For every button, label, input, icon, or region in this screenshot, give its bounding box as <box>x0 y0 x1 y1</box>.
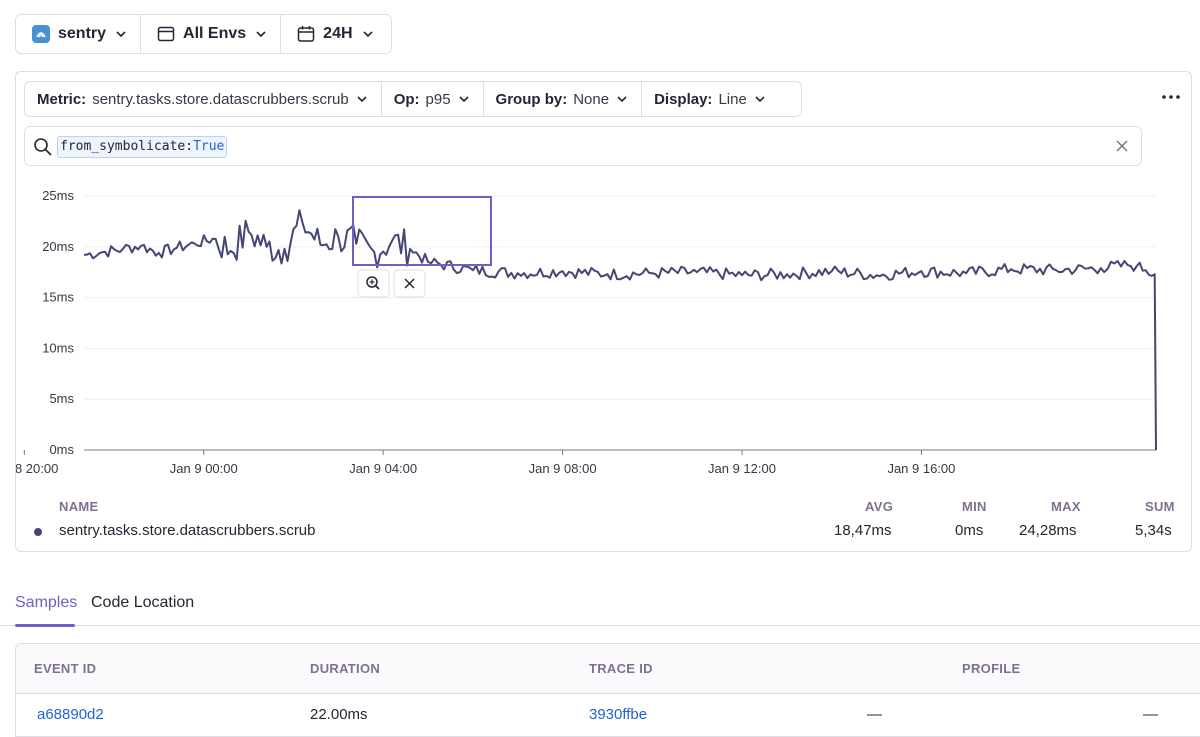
metric-widget-panel: Metric: sentry.tasks.store.datascrubbers… <box>15 71 1192 552</box>
column-header-trace-id[interactable]: TRACE ID <box>589 661 653 676</box>
calendar-icon <box>297 26 315 42</box>
environment-selector[interactable]: All Envs <box>140 15 280 53</box>
selection-box <box>352 196 492 266</box>
groupby-selector[interactable]: Group by: None <box>482 82 642 116</box>
legend-header-sum: SUM <box>1145 499 1175 514</box>
op-selector[interactable]: Op: p95 <box>380 82 483 116</box>
token-value: True <box>193 139 225 154</box>
period-label: 24H <box>323 25 353 42</box>
metric-value: sentry.tasks.store.datascrubbers.scrub <box>92 90 349 108</box>
chevron-down-icon <box>458 96 469 103</box>
x-tick-label: Jan 8 20:00 <box>16 461 58 476</box>
x-tick-label: Jan 9 12:00 <box>708 461 776 476</box>
profile-cell: — <box>867 706 882 723</box>
display-label: Display: <box>654 90 713 108</box>
column-header-event-id[interactable]: EVENT ID <box>34 661 97 676</box>
close-icon <box>404 278 415 289</box>
sentry-project-icon <box>32 25 50 43</box>
project-label: sentry <box>58 25 107 42</box>
legend-min-value: 0ms <box>955 522 984 539</box>
legend-header-avg: AVG <box>865 499 894 514</box>
op-label: Op: <box>393 90 420 108</box>
column-header-profile[interactable]: PROFILE <box>962 661 1021 676</box>
more-options-icon[interactable] <box>1159 85 1183 109</box>
series-color-dot <box>34 528 42 536</box>
chevron-down-icon <box>116 31 126 38</box>
groupby-value: None <box>573 90 610 108</box>
legend-header-name: NAME <box>59 499 99 514</box>
search-icon <box>34 138 52 156</box>
extra-cell: — <box>1143 706 1158 723</box>
display-selector[interactable]: Display: Line <box>641 82 779 116</box>
zoom-in-icon <box>366 276 378 288</box>
metric-query-bar: Metric: sentry.tasks.store.datascrubbers… <box>24 81 802 117</box>
series-line <box>83 209 1157 451</box>
window-icon <box>157 26 175 42</box>
x-tick-label: Jan 9 00:00 <box>170 461 238 476</box>
date-range-selector[interactable]: 24H <box>280 15 386 53</box>
page-filter-bar: sentry All Envs 24H <box>15 14 392 54</box>
chevron-down-icon <box>755 96 765 103</box>
chevron-down-icon <box>256 31 266 38</box>
y-tick-label: 10ms <box>42 340 74 355</box>
x-tick-label: Jan 9 08:00 <box>529 461 597 476</box>
zoom-in-button[interactable] <box>357 269 390 298</box>
environment-label: All Envs <box>183 25 247 42</box>
table-header: EVENT ID DURATION TRACE ID PROFILE <box>16 644 1200 694</box>
tab-samples[interactable]: Samples <box>15 594 78 611</box>
zoom-in-icon-handle <box>374 284 380 290</box>
legend-header-min: MIN <box>962 499 987 514</box>
search-token[interactable]: from_symbolicate:True <box>57 136 228 158</box>
close-icon[interactable] <box>1115 139 1129 153</box>
event-id-link[interactable]: a68890d2 <box>37 706 104 723</box>
chevron-down-icon <box>362 31 373 38</box>
y-tick-label: 25ms <box>42 188 74 203</box>
x-tick-label: Jan 9 04:00 <box>349 461 417 476</box>
metric-line-chart[interactable]: 25ms 20ms 15ms 10ms 5ms 0ms Jan 8 20:00 Jan 9 0… <box>16 72 1191 492</box>
tab-code-location[interactable]: Code Location <box>91 594 195 611</box>
chevron-down-icon <box>357 96 367 103</box>
duration-cell: 22.00ms <box>310 706 368 723</box>
legend-avg-value: 18,47ms <box>834 522 892 539</box>
search-input[interactable]: from_symbolicate:True <box>24 126 1142 166</box>
chevron-down-icon <box>617 96 627 103</box>
legend-sum-value: 5,34s <box>1135 522 1172 539</box>
project-selector[interactable]: sentry <box>16 15 140 53</box>
column-header-duration[interactable]: DURATION <box>310 661 381 676</box>
x-tick-label: Jan 9 16:00 <box>887 461 955 476</box>
detail-tabs: Samples Code Location <box>0 590 1200 627</box>
legend-max-value: 24,28ms <box>1019 522 1077 539</box>
op-value: p95 <box>425 90 451 108</box>
token-key: from_symbolicate: <box>60 139 194 154</box>
y-tick-label: 5ms <box>49 391 74 406</box>
metric-selector[interactable]: Metric: sentry.tasks.store.datascrubbers… <box>25 82 381 116</box>
active-tab-indicator <box>15 624 75 627</box>
legend-header-max: MAX <box>1051 499 1081 514</box>
legend-series-name[interactable]: sentry.tasks.store.datascrubbers.scrub <box>59 522 316 539</box>
trace-id-link[interactable]: 3930ffbe <box>589 706 648 723</box>
display-value: Line <box>718 90 747 108</box>
samples-table: EVENT ID DURATION TRACE ID PROFILE a6889… <box>15 643 1200 737</box>
groupby-label: Group by: <box>495 90 568 108</box>
y-tick-label: 20ms <box>42 239 74 254</box>
y-tick-label: 15ms <box>42 290 74 305</box>
y-tick-label: 0ms <box>49 442 74 457</box>
metric-label: Metric: <box>37 90 87 108</box>
